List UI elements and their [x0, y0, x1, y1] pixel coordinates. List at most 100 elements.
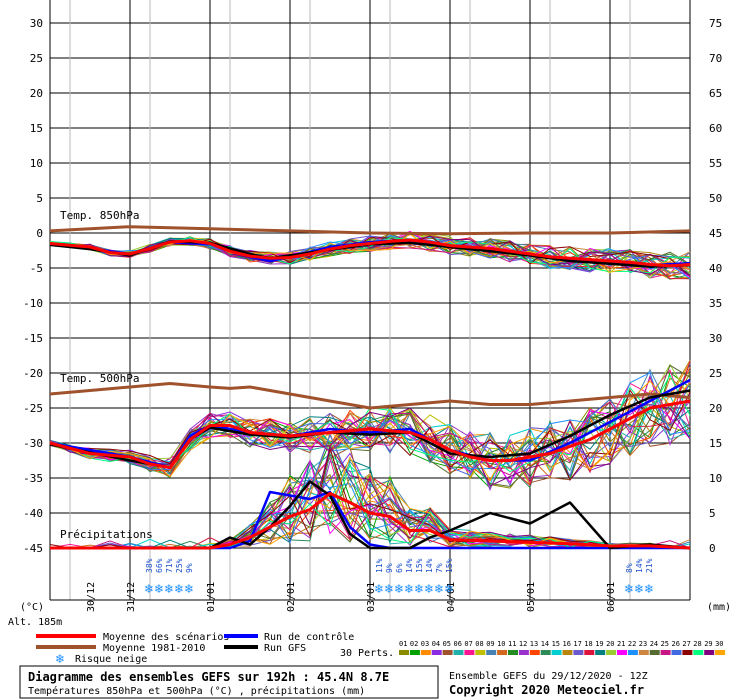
- left-tick-label: -15: [23, 332, 43, 345]
- pert-legend-swatch: [409, 650, 420, 655]
- series-run-de-contr-le-pr-cipitations-: [50, 490, 690, 550]
- left-tick-label: 15: [30, 122, 43, 135]
- section-label-t500: Temp. 500hPa: [60, 372, 139, 385]
- pert-legend-id: 18: [584, 640, 592, 648]
- pert-legend-id: 20: [606, 640, 614, 648]
- left-tick-label: 25: [30, 52, 43, 65]
- snow-risk-pct: 14%: [405, 558, 414, 573]
- x-tick-label: 04/01: [446, 582, 457, 612]
- pert-legend-swatch: [486, 650, 497, 655]
- pert-legend-swatch: [562, 650, 573, 655]
- pert-legend-id: 29: [704, 640, 712, 648]
- pert-legend-id: 05: [443, 640, 451, 648]
- x-axis-ticks: 30/12 31/12 01/01 02/01 03/01 04/01 05/01 06/01: [86, 582, 617, 612]
- snow-risk-icon: ❄: [404, 582, 414, 596]
- left-tick-label: 0: [36, 227, 43, 240]
- right-tick-label: 15: [709, 437, 722, 450]
- snow-risk-pct: 11%: [375, 558, 384, 573]
- section-label-t850: Temp. 850hPa: [60, 209, 139, 222]
- left-tick-label: -30: [23, 437, 43, 450]
- snow-risk-pct: 9%: [385, 563, 394, 573]
- snow-risk-pct: 15%: [445, 558, 454, 573]
- pert-legend-swatch: [627, 650, 638, 655]
- series-moyenne-1981-2010-850hpa-: [49, 225, 691, 236]
- pert-legend-swatch: [442, 650, 453, 655]
- pert-legend-id: 16: [563, 640, 571, 648]
- left-tick-label: 10: [30, 157, 43, 170]
- pert-legend-id: 23: [639, 640, 647, 648]
- left-tick-label: -45: [23, 542, 43, 555]
- pert-legend-swatch: [671, 650, 682, 655]
- vertical-gridlines: [69, 0, 631, 600]
- snow-risk-pct: 7%: [435, 563, 444, 573]
- run-info: Ensemble GEFS du 29/12/2020 - 12Z: [449, 671, 648, 682]
- snow-risk-pct: 14%: [635, 558, 644, 573]
- snow-risk-markers: 38%❄66%❄71%❄25%❄9%❄11%❄9%❄6%❄14%❄15%❄14%…: [144, 558, 654, 596]
- pert-legend-swatch: [682, 650, 693, 655]
- main-series-lines: [49, 225, 691, 550]
- pert-500-line: [49, 362, 691, 474]
- pert-legend-swatch: [420, 650, 431, 655]
- snow-risk-pct: 71%: [165, 558, 174, 573]
- right-tick-label: 35: [709, 297, 722, 310]
- title-box: [19, 665, 439, 699]
- pert-legend-swatch: [704, 650, 715, 655]
- snow-risk-icon: ❄: [434, 582, 444, 596]
- pert-legend-swatch: [518, 650, 529, 655]
- left-tick-label: 20: [30, 87, 43, 100]
- pert-legend-id: 28: [693, 640, 701, 648]
- snow-risk-icon: ❄: [444, 582, 454, 596]
- snow-risk-pct: 21%: [645, 558, 654, 573]
- right-tick-label: 20: [709, 402, 722, 415]
- legend-control-label: Run de contrôle: [264, 631, 354, 643]
- pert-legend-id: 30: [715, 640, 723, 648]
- pert-legend-id: 11: [508, 640, 516, 648]
- left-tick-label: -20: [23, 367, 43, 380]
- altitude-label: Alt. 185m: [8, 617, 62, 628]
- right-tick-label: 40: [709, 262, 722, 275]
- pert-legend-swatch: [453, 650, 464, 655]
- pert-legend-swatch: [606, 650, 617, 655]
- snow-risk-icon: ❄: [384, 582, 394, 596]
- perturbation-legend: 01 02 03 04 05 06 07 08 09 10 11 12 13 14 15 16 17 18 19 20…: [399, 640, 726, 655]
- snow-risk-icon: ❄: [144, 582, 154, 596]
- pert-legend-id: 03: [421, 640, 429, 648]
- snow-risk-pct: 38%: [145, 558, 154, 573]
- pert-legend-id: 02: [410, 640, 418, 648]
- left-axis-ticks: 30 25 20 15 10 5 0 -5 -10 -15 -20 -25 -30 -35 -40 -45: [23, 17, 43, 555]
- left-tick-label: -35: [23, 472, 43, 485]
- pert-legend-swatch: [551, 650, 562, 655]
- left-tick-label: -10: [23, 297, 43, 310]
- snow-risk-pct: 9%: [185, 563, 194, 573]
- pert-legend-swatch: [649, 650, 660, 655]
- x-tick-label: 06/01: [606, 582, 617, 612]
- pert-legend-id: 19: [595, 640, 603, 648]
- snow-risk-pct: 15%: [415, 558, 424, 573]
- pert-legend-id: 24: [650, 640, 658, 648]
- left-tick-label: -40: [23, 507, 43, 520]
- snow-risk-pct: 14%: [425, 558, 434, 573]
- snow-risk-icon: ❄: [374, 582, 384, 596]
- pert-legend-id: 25: [661, 640, 669, 648]
- series-run-gfs-pr-cipitations-: [50, 480, 691, 550]
- left-tick-label: 30: [30, 17, 43, 30]
- snow-risk-icon: ❄: [424, 582, 434, 596]
- section-label-precip: Précipitations: [60, 528, 153, 541]
- pert-legend-id: 27: [682, 640, 690, 648]
- left-tick-label: -5: [30, 262, 43, 275]
- right-tick-label: 0: [709, 542, 716, 555]
- snow-risk-icon: ❄: [394, 582, 404, 596]
- series-moyenne-des-sc-narios-850hpa-: [49, 238, 691, 268]
- pert-legend-swatch: [617, 650, 627, 655]
- x-tick-label: 31/12: [126, 582, 137, 612]
- snowflake-icon: ❄: [55, 652, 65, 666]
- pert-legend-id: 21: [617, 640, 625, 648]
- pert-500-line: [49, 388, 691, 482]
- right-tick-label: 5: [709, 507, 716, 520]
- right-tick-label: 55: [709, 157, 722, 170]
- pert-legend-id: 26: [672, 640, 680, 648]
- snow-risk-icon: ❄: [414, 582, 424, 596]
- right-tick-label: 65: [709, 87, 722, 100]
- pert-legend-swatch: [715, 650, 726, 655]
- pert-legend-swatch: [399, 650, 409, 655]
